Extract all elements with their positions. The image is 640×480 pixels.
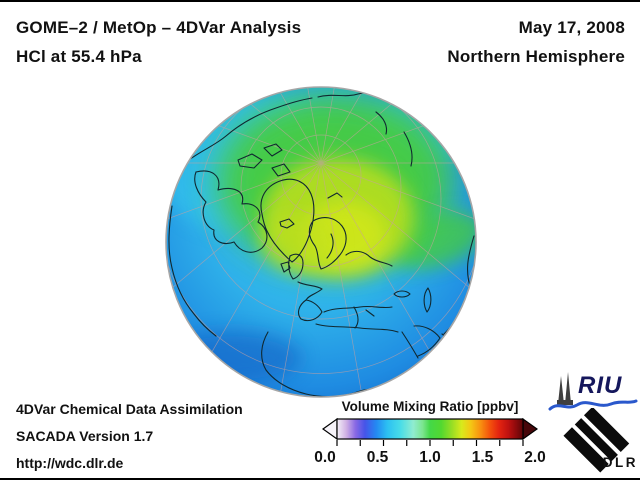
- colorbar-tick-label: 1.0: [419, 449, 441, 466]
- hcl-deep-blue-south: [166, 330, 302, 386]
- colorbar-tick-label: 0.0: [314, 449, 336, 466]
- hemisphere-label: Northern Hemisphere: [447, 47, 625, 66]
- header-left: GOME–2 / MetOp – 4DVar Analysis HCl at 5…: [16, 13, 301, 71]
- hcl-yellow-patch-greenland: [260, 212, 336, 272]
- top-border-bar: [0, 0, 640, 2]
- dlr-logo: DLR: [556, 406, 640, 474]
- riu-logo-graphic: [548, 372, 638, 411]
- bottom-border-bar: [0, 478, 640, 480]
- version-label: SACADA Version 1.7: [16, 428, 154, 444]
- dlr-emblem-icon: [563, 406, 630, 473]
- dlr-logo-graphic: [563, 406, 630, 473]
- globe-limb-ring: [165, 86, 477, 398]
- colorbar-title: Volume Mixing Ratio [ppbv]: [341, 399, 519, 414]
- date-label: May 17, 2008: [518, 18, 625, 37]
- coastlines: [168, 92, 476, 397]
- assimilation-label: 4DVar Chemical Data Assimilation: [16, 401, 243, 417]
- species-level-label: HCl at 55.4 hPa: [16, 47, 142, 66]
- colorbar-gradient-bar: [336, 418, 524, 440]
- analysis-title: GOME–2 / MetOp – 4DVar Analysis: [16, 18, 302, 37]
- colorbar-left-arrow: [322, 417, 338, 441]
- footer-credits: 4DVar Chemical Data Assimilation SACADA …: [16, 396, 243, 477]
- dlr-logo-text: DLR: [602, 455, 638, 470]
- riu-logo: RIU: [548, 370, 638, 412]
- colorbar: Volume Mixing Ratio [ppbv] 0.0 0.5 1.0 1.5 2…: [314, 399, 546, 467]
- colorbar-tick-label: 0.5: [366, 449, 389, 466]
- wdc-url: http://wdc.dlr.de: [16, 455, 124, 471]
- colorbar-tick-labels: 0.0 0.5 1.0 1.5 2.0: [314, 449, 546, 467]
- riu-logo-text: RIU: [578, 372, 623, 399]
- colorbar-scale-svg: [322, 417, 538, 446]
- header-right: May 17, 2008 Northern Hemisphere: [447, 13, 625, 71]
- cathedral-icon: [557, 372, 573, 405]
- hcl-green-arm-east: [391, 211, 476, 269]
- colorbar-minor-ticks: [336, 440, 524, 446]
- rhine-wave-icon: [548, 399, 638, 411]
- colorbar-tick-label: 2.0: [524, 449, 546, 466]
- colorbar-tick-label: 1.5: [471, 449, 494, 466]
- colorbar-right-arrow: [522, 417, 538, 441]
